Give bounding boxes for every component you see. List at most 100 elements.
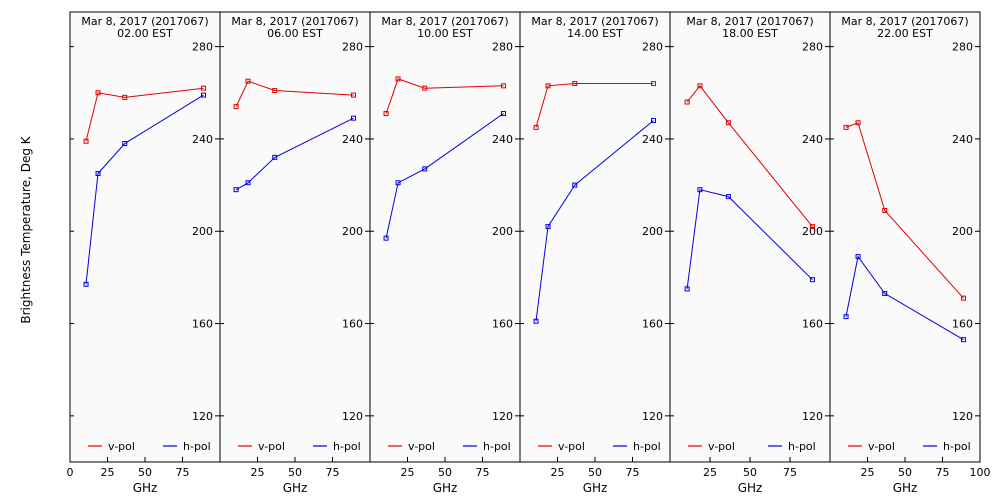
panels: Mar 8, 2017 (2017067)02.00 EST1201602002… bbox=[67, 11, 991, 495]
panel-title-date: Mar 8, 2017 (2017067) bbox=[81, 15, 208, 28]
y-tick-label: 280 bbox=[342, 41, 363, 54]
series-line-h-pol bbox=[535, 120, 654, 322]
panel-title-date: Mar 8, 2017 (2017067) bbox=[686, 15, 813, 28]
plot-frame bbox=[829, 11, 981, 463]
data-point bbox=[533, 318, 539, 324]
data-point bbox=[122, 94, 128, 100]
legend-label: h-pol bbox=[788, 440, 816, 453]
y-tick-label: 200 bbox=[192, 225, 213, 238]
y-tick-label: 280 bbox=[642, 41, 663, 54]
panel-title-time: 14.00 EST bbox=[567, 27, 623, 40]
x-tick-label: 50 bbox=[438, 466, 452, 479]
x-tick-label: 50 bbox=[588, 466, 602, 479]
x-tick-label: 75 bbox=[326, 466, 340, 479]
y-tick-label: 240 bbox=[342, 133, 363, 146]
series-line-h-pol bbox=[85, 94, 204, 285]
panel-title-time: 22.00 EST bbox=[877, 27, 933, 40]
y-tick-label: 280 bbox=[492, 41, 513, 54]
data-point bbox=[533, 124, 539, 130]
series-line-v-pol bbox=[686, 84, 813, 227]
y-tick-label: 160 bbox=[192, 318, 213, 331]
data-point bbox=[651, 117, 656, 123]
legend-label: v-pol bbox=[408, 440, 435, 453]
panel-title-time: 02.00 EST bbox=[117, 27, 173, 40]
legend-label: h-pol bbox=[183, 440, 211, 453]
series-line-h-pol bbox=[686, 189, 813, 289]
data-point bbox=[245, 78, 251, 84]
legend-label: v-pol bbox=[558, 440, 585, 453]
y-tick-label: 280 bbox=[802, 41, 823, 54]
data-point bbox=[422, 166, 428, 172]
plot-frame bbox=[519, 11, 671, 463]
data-point bbox=[83, 281, 89, 287]
x-tick-label: 50 bbox=[288, 466, 302, 479]
x-tick-label: 25 bbox=[251, 466, 265, 479]
x-tick-label: 25 bbox=[401, 466, 415, 479]
series-line-h-pol bbox=[385, 113, 504, 239]
data-point bbox=[809, 224, 815, 230]
panel-2: Mar 8, 2017 (2017067)06.00 EST 120 160 200 2… bbox=[219, 11, 371, 495]
panel-title-time: 10.00 EST bbox=[417, 27, 473, 40]
x-axis-label: GHz bbox=[738, 481, 763, 495]
data-point bbox=[245, 180, 251, 186]
data-point bbox=[422, 85, 428, 91]
y-tick-label: 120 bbox=[802, 410, 823, 423]
x-tick-label: 100 bbox=[970, 466, 991, 479]
x-axis-label: GHz bbox=[583, 481, 608, 495]
y-tick-label: 120 bbox=[192, 410, 213, 423]
plot-frame bbox=[69, 11, 221, 463]
y-tick-label: 240 bbox=[802, 133, 823, 146]
panel-title-time: 18.00 EST bbox=[722, 27, 778, 40]
x-tick-label: 75 bbox=[176, 466, 190, 479]
data-point bbox=[201, 92, 206, 98]
data-point bbox=[697, 187, 703, 193]
panel-4: Mar 8, 2017 (2017067)14.00 EST 120 160 200 2… bbox=[519, 11, 671, 495]
data-point bbox=[725, 120, 731, 126]
x-tick-label: 50 bbox=[898, 466, 912, 479]
y-tick-label: 240 bbox=[192, 133, 213, 146]
panel-1: Mar 8, 2017 (2017067)02.00 EST 120 160 200 2… bbox=[67, 11, 221, 495]
y-tick-label: 240 bbox=[492, 133, 513, 146]
x-tick-label: 50 bbox=[138, 466, 152, 479]
x-tick-label: 25 bbox=[551, 466, 565, 479]
legend-label: v-pol bbox=[258, 440, 285, 453]
data-point bbox=[684, 286, 690, 292]
x-tick-label: 75 bbox=[936, 466, 950, 479]
panel-title-date: Mar 8, 2017 (2017067) bbox=[841, 15, 968, 28]
data-point bbox=[843, 314, 849, 320]
y-tick-label: 160 bbox=[342, 318, 363, 331]
data-point bbox=[855, 254, 861, 260]
data-point bbox=[201, 85, 206, 91]
data-point bbox=[651, 81, 656, 87]
series-line-v-pol bbox=[535, 83, 654, 128]
x-axis-label: GHz bbox=[433, 481, 458, 495]
y-tick-label: 160 bbox=[642, 318, 663, 331]
y-tick-label: 200 bbox=[492, 225, 513, 238]
data-point bbox=[545, 224, 551, 230]
series-line-h-pol bbox=[235, 117, 354, 191]
data-point bbox=[122, 141, 128, 147]
data-point bbox=[233, 187, 239, 193]
data-point bbox=[395, 76, 401, 82]
series-line-v-pol bbox=[385, 78, 504, 114]
series-line-v-pol bbox=[85, 87, 204, 142]
data-point bbox=[697, 83, 703, 89]
panel-6: Mar 8, 2017 (2017067)22.00 EST 120 160 200 2… bbox=[829, 11, 991, 495]
y-tick-label: 240 bbox=[952, 133, 973, 146]
y-tick-label: 200 bbox=[342, 225, 363, 238]
panel-title-date: Mar 8, 2017 (2017067) bbox=[231, 15, 358, 28]
panel-title-date: Mar 8, 2017 (2017067) bbox=[381, 15, 508, 28]
data-point bbox=[351, 115, 356, 121]
panel-title-date: Mar 8, 2017 (2017067) bbox=[531, 15, 658, 28]
data-point bbox=[272, 154, 278, 160]
series-line-h-pol bbox=[845, 255, 964, 341]
series-line-v-pol bbox=[235, 80, 354, 107]
data-point bbox=[383, 235, 389, 241]
x-tick-label: 75 bbox=[626, 466, 640, 479]
x-axis-label: GHz bbox=[893, 481, 918, 495]
data-point bbox=[95, 90, 101, 96]
data-point bbox=[501, 83, 506, 89]
data-point bbox=[501, 111, 506, 117]
panel-3: Mar 8, 2017 (2017067)10.00 EST 120 160 200 2… bbox=[369, 11, 521, 495]
